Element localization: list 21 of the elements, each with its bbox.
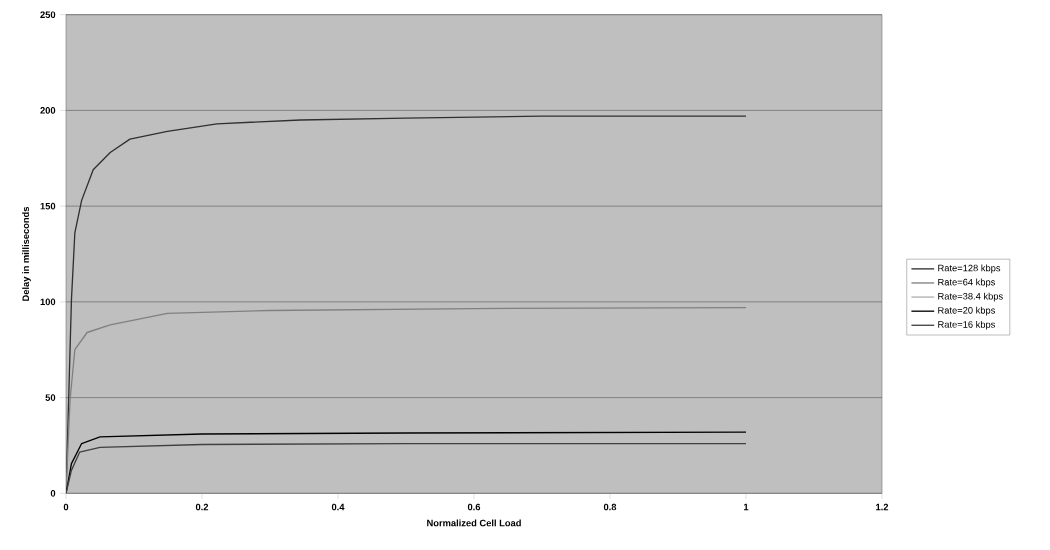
x-tick-label: 0.6 [467, 503, 481, 511]
y-tick-label: 100 [40, 298, 56, 306]
x-tick-label: 1 [744, 503, 749, 511]
y-tick-label: 0 [50, 490, 56, 497]
line-series [66, 442, 747, 494]
x-tick-label: 0.4 [331, 503, 345, 511]
y-tick-label: 200 [40, 107, 56, 114]
x-tick-label: 0.8 [603, 503, 617, 511]
legend-label: Rate=16 kbps [938, 320, 996, 330]
legend-label: Rate=64 kbps [938, 278, 996, 288]
legend-label: Rate=128 kbps [938, 264, 1001, 274]
x-tick-label: 0.2 [195, 503, 209, 511]
y-tick-label: 150 [40, 202, 56, 210]
y-tick-label: 250 [40, 11, 56, 18]
x-tick-label: 1.2 [876, 503, 889, 511]
y-axis-title: Delay in milliseconds [22, 206, 31, 301]
x-tick-label: 0 [63, 503, 69, 511]
y-tick-label: 50 [45, 394, 56, 401]
legend-label: Rate=38.4 kbps [938, 292, 1003, 302]
x-axis-title: Normalized Cell Load [427, 519, 521, 527]
legend-label: Rate=20 kbps [938, 306, 996, 316]
